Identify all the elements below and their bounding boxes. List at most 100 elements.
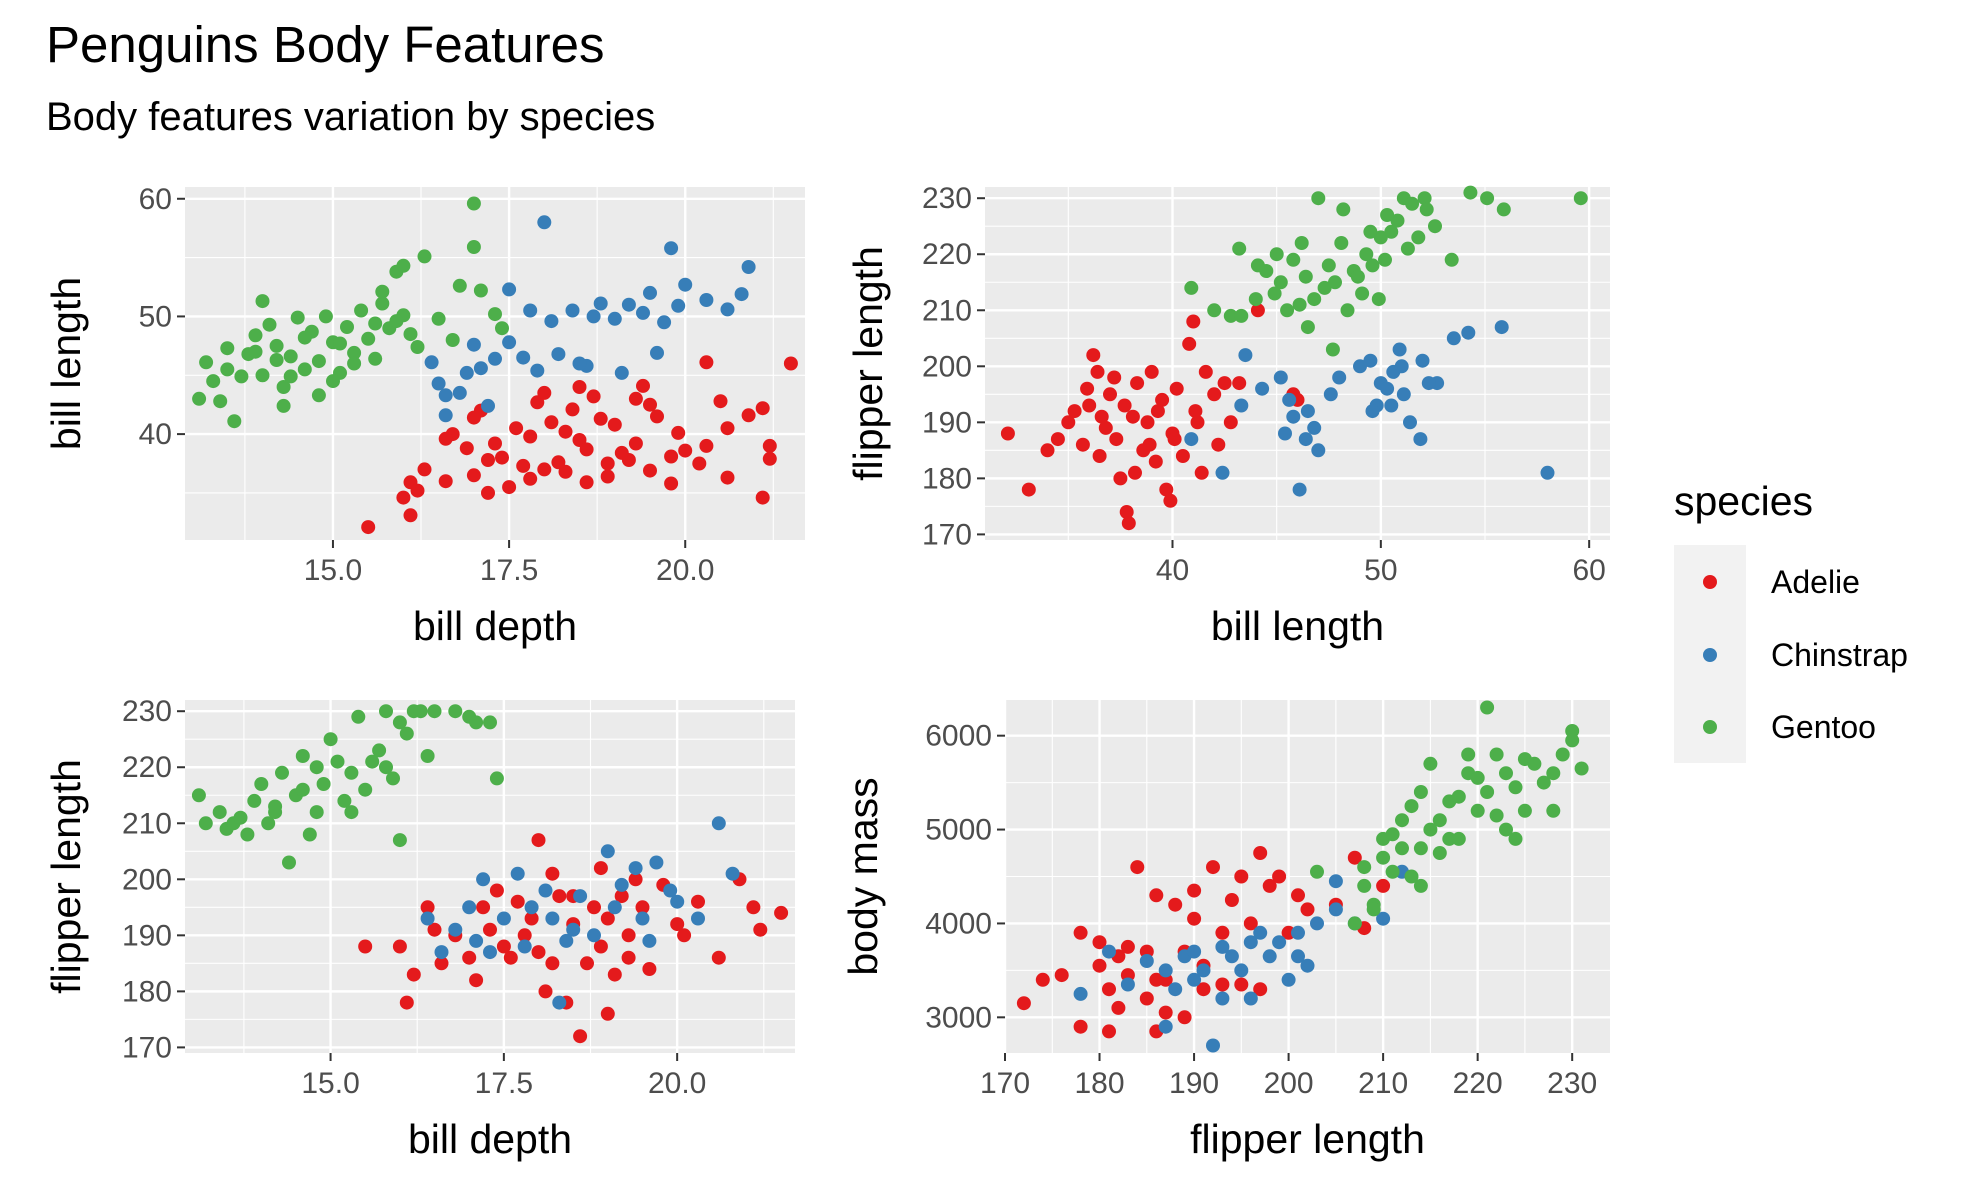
point-adelie: [1102, 1024, 1116, 1039]
y-axis-title: bill length: [43, 277, 89, 450]
point-gentoo: [1336, 202, 1351, 217]
point-gentoo: [1376, 850, 1391, 865]
point-chinstrap: [1396, 387, 1411, 402]
point-chinstrap: [559, 933, 574, 948]
point-adelie: [1040, 443, 1055, 458]
point-adelie: [1035, 972, 1050, 987]
point-gentoo: [354, 303, 369, 318]
point-adelie: [1094, 409, 1109, 424]
point-chinstrap: [1286, 409, 1301, 424]
point-gentoo: [1499, 822, 1513, 837]
point-chinstrap: [1376, 911, 1391, 926]
point-adelie: [1223, 415, 1238, 430]
point-gentoo: [1350, 269, 1365, 284]
point-chinstrap: [1332, 370, 1347, 385]
point-gentoo: [297, 330, 312, 345]
point-adelie: [593, 411, 608, 426]
point-chinstrap: [1215, 939, 1230, 954]
point-gentoo: [1359, 247, 1374, 262]
point-gentoo: [1574, 761, 1589, 776]
point-chinstrap: [502, 335, 517, 350]
point-chinstrap: [502, 282, 517, 297]
point-chinstrap: [1421, 376, 1436, 391]
x-axis-title: bill length: [1211, 603, 1384, 649]
point-adelie: [642, 962, 657, 976]
point-gentoo: [316, 777, 331, 791]
point-chinstrap: [1311, 443, 1326, 458]
point-adelie: [1168, 897, 1183, 912]
point-gentoo: [1451, 789, 1466, 804]
point-chinstrap: [1243, 935, 1258, 950]
point-gentoo: [1385, 864, 1400, 879]
point-gentoo: [275, 765, 289, 780]
point-adelie: [483, 922, 497, 937]
point-chinstrap: [565, 303, 580, 318]
point-chinstrap: [1243, 991, 1258, 1006]
point-gentoo: [1340, 303, 1355, 318]
point-gentoo: [1366, 902, 1381, 917]
point-adelie: [438, 474, 453, 489]
x-axis-title: flipper length: [1190, 1116, 1425, 1162]
point-gentoo: [1496, 202, 1511, 217]
point-gentoo: [311, 354, 326, 369]
series-adelie: [1000, 303, 1305, 531]
point-gentoo: [1527, 756, 1542, 771]
point-adelie: [1187, 911, 1202, 926]
point-chinstrap: [1384, 398, 1399, 413]
point-adelie: [1086, 348, 1101, 363]
point-adelie: [361, 520, 376, 535]
point-gentoo: [495, 321, 509, 336]
y-axis-title: flipper length: [43, 759, 89, 994]
point-adelie: [558, 424, 573, 439]
point-adelie: [643, 397, 657, 412]
point-adelie: [1196, 982, 1211, 997]
point-gentoo: [1404, 869, 1419, 884]
point-gentoo: [302, 827, 317, 842]
point-chinstrap: [1187, 972, 1202, 987]
point-adelie: [1291, 888, 1305, 903]
point-adelie: [664, 449, 679, 464]
point-gentoo: [234, 369, 249, 384]
point-adelie: [607, 417, 622, 432]
legend-key-adelie: [1703, 575, 1717, 589]
point-adelie: [489, 883, 504, 898]
point-adelie: [1050, 432, 1065, 447]
point-adelie: [516, 458, 531, 473]
point-adelie: [1250, 303, 1265, 318]
point-gentoo: [323, 732, 338, 747]
y-tick-label: 60: [139, 183, 172, 216]
y-tick-label: 190: [122, 919, 172, 952]
point-gentoo: [1417, 191, 1432, 206]
y-tick-label: 210: [122, 807, 172, 840]
point-gentoo: [1413, 841, 1428, 856]
x-tick-label: 170: [980, 1067, 1030, 1100]
point-chinstrap: [1120, 977, 1135, 992]
point-gentoo: [282, 855, 296, 870]
point-gentoo: [392, 833, 407, 848]
point-gentoo: [1365, 258, 1380, 273]
point-chinstrap: [635, 911, 650, 926]
point-gentoo: [488, 307, 502, 322]
point-chinstrap: [1215, 465, 1230, 480]
point-gentoo: [1480, 700, 1495, 715]
figure-subtitle: Body features variation by species: [46, 95, 655, 139]
point-chinstrap: [1282, 392, 1297, 407]
point-adelie: [545, 956, 560, 971]
point-gentoo: [233, 810, 248, 825]
point-gentoo: [1405, 196, 1420, 211]
point-adelie: [1111, 1000, 1126, 1015]
point-gentoo: [1463, 185, 1478, 200]
point-adelie: [531, 833, 546, 848]
point-adelie: [1073, 925, 1088, 940]
point-chinstrap: [1461, 325, 1476, 340]
point-gentoo: [347, 345, 362, 360]
x-axis-title: bill depth: [408, 1116, 572, 1162]
point-adelie: [427, 922, 442, 937]
point-adelie: [1167, 432, 1182, 447]
point-adelie: [1054, 968, 1069, 983]
point-chinstrap: [424, 355, 439, 370]
point-chinstrap: [566, 922, 581, 937]
point-gentoo: [375, 296, 390, 311]
point-adelie: [691, 894, 705, 909]
point-gentoo: [1489, 808, 1504, 823]
